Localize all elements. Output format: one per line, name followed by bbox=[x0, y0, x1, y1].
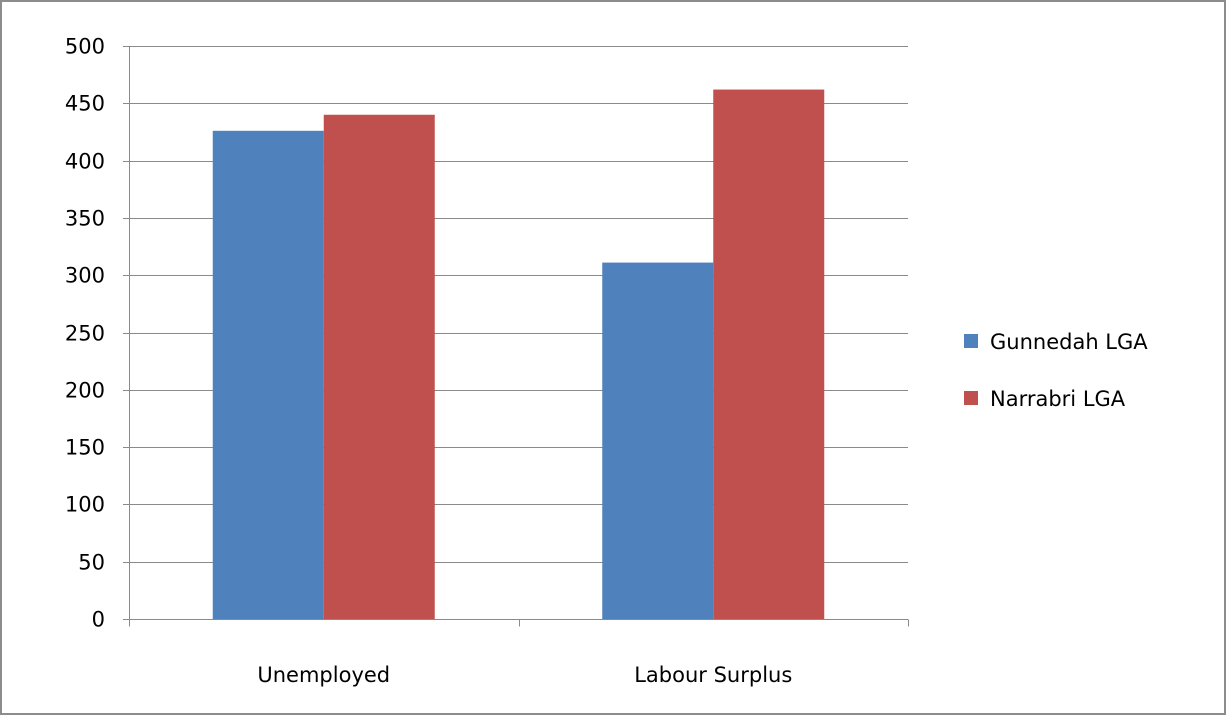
y-tick-label: 250 bbox=[65, 322, 105, 346]
legend-swatch bbox=[964, 391, 978, 405]
y-tick-label: 400 bbox=[65, 150, 105, 174]
bars bbox=[212, 89, 825, 620]
y-tick-label: 150 bbox=[65, 436, 105, 460]
y-tick-label: 350 bbox=[65, 207, 105, 231]
y-tick-label: 100 bbox=[65, 493, 105, 517]
legend: Gunnedah LGA Narrabri LGA bbox=[964, 330, 1148, 411]
y-tick-label: 0 bbox=[92, 608, 105, 632]
axes bbox=[123, 46, 909, 627]
legend-label: Narrabri LGA bbox=[990, 387, 1126, 411]
y-tick-label: 500 bbox=[65, 35, 105, 59]
bar bbox=[602, 262, 714, 619]
y-tick-label: 200 bbox=[65, 379, 105, 403]
x-category-label: Labour Surplus bbox=[634, 663, 792, 687]
x-category-label: Unemployed bbox=[257, 663, 390, 687]
tick-labels: 0 50 100 150 200 250 300 350 400 450 500 Unemployed… bbox=[65, 35, 792, 688]
legend-swatch bbox=[964, 334, 978, 348]
bar bbox=[212, 130, 324, 619]
y-tick-label: 50 bbox=[78, 551, 105, 575]
legend-label: Gunnedah LGA bbox=[990, 330, 1148, 354]
bar bbox=[323, 114, 435, 619]
bar bbox=[713, 89, 825, 620]
y-tick-label: 300 bbox=[65, 264, 105, 288]
y-tick-label: 450 bbox=[65, 92, 105, 116]
